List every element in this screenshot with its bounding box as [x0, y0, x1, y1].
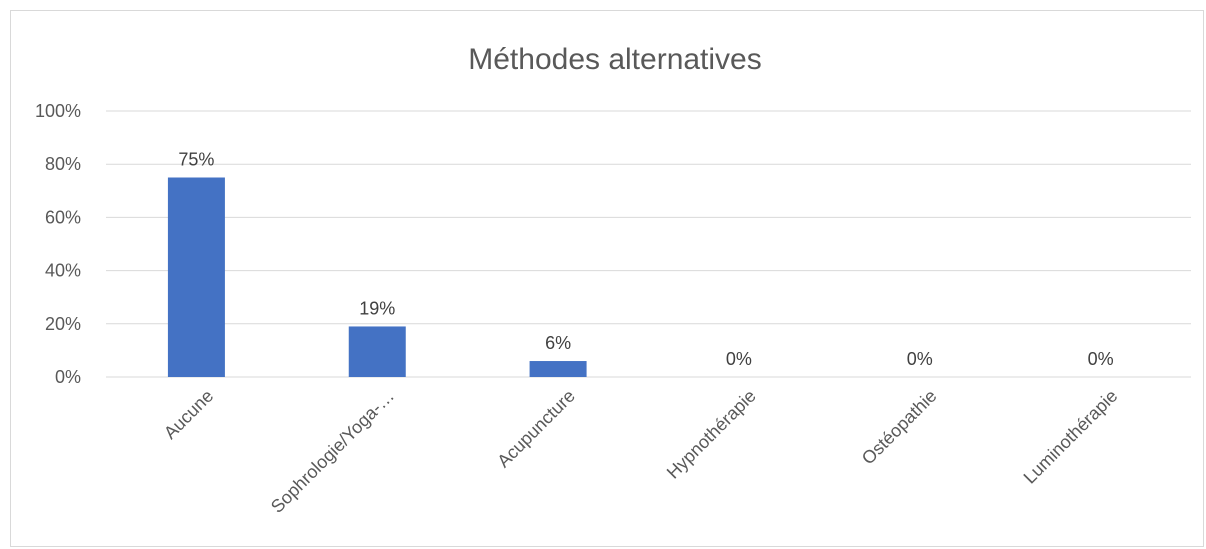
bar: [348, 326, 406, 377]
bar: [167, 177, 225, 377]
data-labels: 75% 19% 6% 0% 0% 0%: [178, 150, 1113, 370]
bars: [167, 177, 587, 377]
bar: [529, 361, 587, 377]
data-label: 19%: [359, 298, 395, 318]
y-tick-label: 0%: [55, 367, 81, 387]
gridlines: [106, 110, 1191, 378]
chart-title: Méthodes alternatives: [468, 43, 762, 76]
y-tick-label: 80%: [45, 154, 81, 174]
data-label: 0%: [1088, 349, 1114, 369]
bar-chart: Méthodes alternatives 0% 20% 40% 60% 80% 100%…: [35, 43, 1191, 517]
y-tick-label: 40%: [45, 261, 81, 281]
y-tick-label: 60%: [45, 207, 81, 227]
category-label: Luminothérapie: [1020, 386, 1122, 488]
y-tick-label: 100%: [35, 101, 81, 121]
data-label: 0%: [726, 349, 752, 369]
category-labels: Aucune Sophrologie/Yoga-… Acupuncture Hypno…: [160, 386, 1121, 517]
category-label: Acupuncture: [493, 386, 579, 472]
category-label: Aucune: [160, 386, 217, 443]
data-label: 0%: [907, 349, 933, 369]
category-label: Hypnothérapie: [663, 386, 760, 483]
y-tick-label: 20%: [45, 314, 81, 334]
data-label: 6%: [545, 333, 571, 353]
chart-frame: Méthodes alternatives 0% 20% 40% 60% 80% 100%…: [10, 10, 1204, 547]
y-axis-ticks: 0% 20% 40% 60% 80% 100%: [35, 101, 81, 387]
category-label: Ostéopathie: [858, 386, 941, 469]
data-label: 75%: [178, 150, 214, 170]
category-label: Sophrologie/Yoga-…: [267, 386, 398, 517]
